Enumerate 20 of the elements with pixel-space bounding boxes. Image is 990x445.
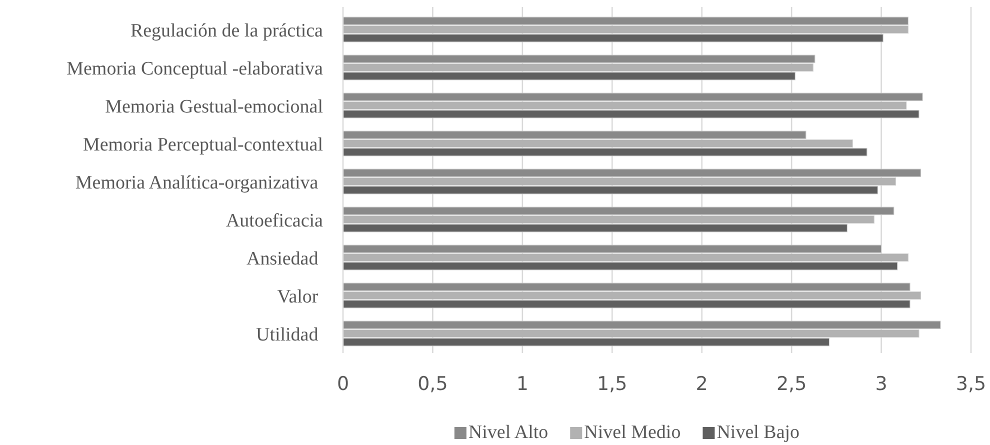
x-tick-label: 3,5	[956, 373, 986, 395]
x-tick-label: 3	[875, 373, 888, 395]
y-tick-label: Valor	[277, 286, 323, 308]
y-tick-label: Memoria Analítica-organizativa	[75, 172, 323, 194]
legend-label: Nivel Alto	[468, 422, 548, 443]
y-tick-label: Utilidad	[256, 324, 323, 346]
legend-label: Nivel Medio	[584, 422, 681, 443]
y-tick-label: Memoria Conceptual -elaborativa	[66, 58, 324, 80]
x-tick-label: 2,5	[776, 373, 807, 395]
y-tick-label: Ansiedad	[246, 248, 323, 270]
y-tick-label: Regulación de la práctica	[130, 20, 324, 42]
x-tick-label: 0,5	[418, 373, 448, 395]
y-tick-label: Memoria Gestual-emocional	[105, 96, 323, 118]
y-tick-label: Autoeficacia	[226, 210, 324, 232]
x-tick-label: 2	[696, 373, 708, 395]
y-tick-label: Memoria Perceptual-contextual	[82, 134, 323, 156]
x-tick-label: 1	[516, 373, 528, 395]
x-tick-label: 0	[336, 373, 350, 395]
x-tick-label: 1,5	[597, 373, 628, 395]
legend-label: Nivel Bajo	[716, 422, 800, 443]
